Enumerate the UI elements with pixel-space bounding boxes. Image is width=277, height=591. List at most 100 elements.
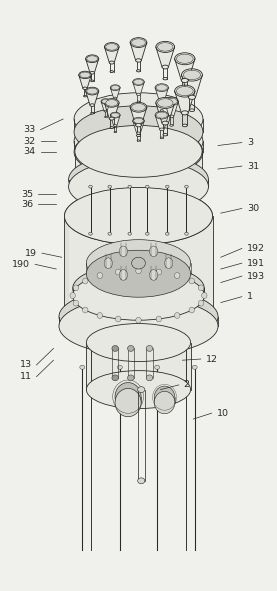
Ellipse shape <box>112 375 119 381</box>
Ellipse shape <box>154 386 175 408</box>
Ellipse shape <box>165 258 173 268</box>
Text: 33: 33 <box>24 125 36 134</box>
Polygon shape <box>155 115 168 129</box>
Ellipse shape <box>86 323 191 362</box>
Polygon shape <box>155 87 168 102</box>
Ellipse shape <box>74 126 203 178</box>
Text: 192: 192 <box>247 244 265 253</box>
Ellipse shape <box>97 313 102 319</box>
Text: 3: 3 <box>247 138 253 147</box>
Ellipse shape <box>137 134 140 137</box>
Ellipse shape <box>70 293 75 298</box>
Ellipse shape <box>176 54 193 63</box>
Text: 35: 35 <box>21 190 33 199</box>
Polygon shape <box>156 103 175 123</box>
Ellipse shape <box>175 313 180 319</box>
Text: 34: 34 <box>24 148 36 157</box>
Text: 190: 190 <box>12 260 30 269</box>
Ellipse shape <box>91 112 94 114</box>
Ellipse shape <box>188 95 196 99</box>
Ellipse shape <box>136 317 141 323</box>
Text: 30: 30 <box>247 204 259 213</box>
Ellipse shape <box>110 112 120 118</box>
Ellipse shape <box>130 38 147 47</box>
Ellipse shape <box>73 271 204 320</box>
Text: 12: 12 <box>206 355 218 363</box>
Ellipse shape <box>128 185 132 188</box>
Polygon shape <box>79 75 91 88</box>
Ellipse shape <box>156 41 175 53</box>
Ellipse shape <box>89 185 92 188</box>
Text: 193: 193 <box>247 272 265 281</box>
Polygon shape <box>110 87 120 98</box>
Ellipse shape <box>89 232 92 235</box>
Text: 31: 31 <box>247 161 259 171</box>
Ellipse shape <box>155 111 168 119</box>
Ellipse shape <box>73 285 79 291</box>
Ellipse shape <box>162 121 168 125</box>
Ellipse shape <box>115 382 141 411</box>
Ellipse shape <box>132 39 145 46</box>
Polygon shape <box>65 216 69 326</box>
Ellipse shape <box>137 140 140 141</box>
Ellipse shape <box>156 112 167 118</box>
Ellipse shape <box>137 70 140 72</box>
Ellipse shape <box>117 365 122 369</box>
Ellipse shape <box>175 85 195 97</box>
Ellipse shape <box>150 269 158 280</box>
Ellipse shape <box>80 72 90 78</box>
Ellipse shape <box>202 293 207 298</box>
Polygon shape <box>65 216 212 326</box>
Ellipse shape <box>114 97 117 99</box>
Ellipse shape <box>185 232 188 235</box>
Ellipse shape <box>137 93 140 96</box>
Ellipse shape <box>156 98 175 109</box>
Ellipse shape <box>84 95 86 97</box>
Ellipse shape <box>65 187 212 245</box>
Ellipse shape <box>132 103 145 111</box>
Ellipse shape <box>158 99 173 107</box>
Ellipse shape <box>97 163 180 210</box>
Text: 11: 11 <box>20 372 32 381</box>
Ellipse shape <box>91 80 94 82</box>
Ellipse shape <box>116 269 121 275</box>
Polygon shape <box>104 103 119 119</box>
Ellipse shape <box>101 99 110 104</box>
Text: 36: 36 <box>21 200 33 209</box>
Ellipse shape <box>136 268 141 274</box>
Ellipse shape <box>106 100 118 106</box>
Text: 2: 2 <box>184 381 190 389</box>
Ellipse shape <box>83 278 88 284</box>
Ellipse shape <box>156 316 161 322</box>
Ellipse shape <box>87 88 98 94</box>
Polygon shape <box>133 82 144 95</box>
Ellipse shape <box>189 278 194 284</box>
Ellipse shape <box>73 300 79 306</box>
Ellipse shape <box>104 99 119 107</box>
Ellipse shape <box>137 101 140 102</box>
Ellipse shape <box>104 110 107 112</box>
Ellipse shape <box>189 307 194 313</box>
Ellipse shape <box>183 70 201 80</box>
Ellipse shape <box>146 375 153 381</box>
Polygon shape <box>86 91 99 105</box>
Ellipse shape <box>160 100 164 103</box>
Polygon shape <box>156 47 175 67</box>
Polygon shape <box>101 102 110 111</box>
Ellipse shape <box>127 375 134 381</box>
Ellipse shape <box>97 272 102 278</box>
Ellipse shape <box>65 297 212 355</box>
Ellipse shape <box>75 161 202 213</box>
Ellipse shape <box>155 365 160 369</box>
Ellipse shape <box>166 185 169 188</box>
Ellipse shape <box>166 232 169 235</box>
Ellipse shape <box>74 115 203 168</box>
Ellipse shape <box>136 59 141 62</box>
Ellipse shape <box>166 98 177 105</box>
Ellipse shape <box>119 269 127 280</box>
Ellipse shape <box>175 272 180 278</box>
Ellipse shape <box>155 84 168 92</box>
Ellipse shape <box>116 316 121 322</box>
Ellipse shape <box>189 109 194 112</box>
Ellipse shape <box>80 365 85 369</box>
